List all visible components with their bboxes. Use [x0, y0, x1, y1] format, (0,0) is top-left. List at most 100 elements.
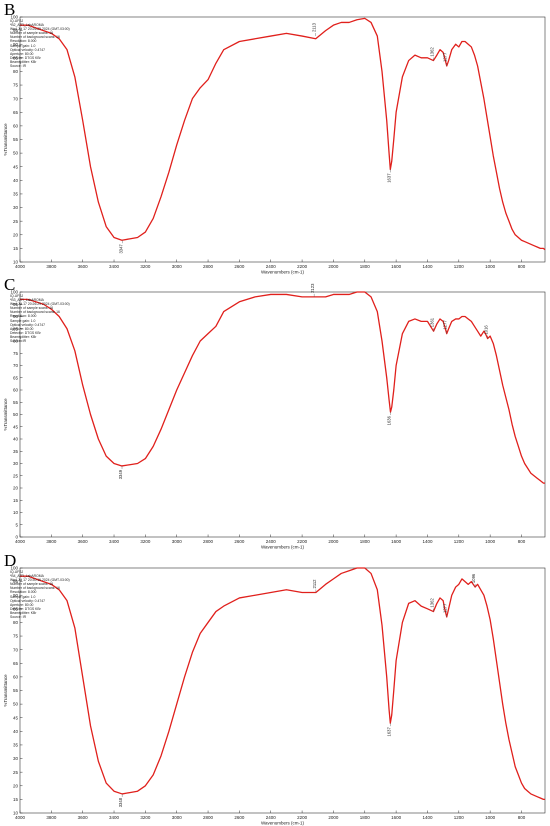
- x-tick-label: 3200: [140, 539, 151, 544]
- peak-label: 1361: [430, 317, 435, 327]
- y-tick-label: 100: [10, 15, 18, 20]
- x-tick-label: 2400: [266, 539, 277, 544]
- meta-line: Resolution: 8.000: [10, 39, 37, 44]
- meta-line: Number of background scans: 16: [10, 35, 60, 40]
- peak-label: 1636: [386, 415, 391, 425]
- peak-label: 1277: [443, 320, 448, 330]
- y-tick-label: 55: [13, 688, 19, 693]
- x-tick-label: 2800: [203, 264, 214, 269]
- meta-line: Number of background scans: 16: [10, 586, 60, 591]
- y-axis-label: %Transmittance: [3, 674, 8, 707]
- y-tick-label: 75: [13, 351, 19, 356]
- x-tick-label: 1600: [391, 264, 402, 269]
- y-tick-label: 80: [13, 339, 19, 344]
- meta-line: Number of sample scans: 16: [10, 31, 54, 36]
- x-tick-label: 2000: [328, 815, 339, 820]
- y-tick-label: 45: [13, 424, 19, 429]
- x-tick-label: 1800: [360, 539, 371, 544]
- meta-line: Beamsplitter: KBr: [10, 59, 37, 64]
- y-tick-label: 35: [13, 192, 19, 197]
- x-tick-label: 1800: [360, 815, 371, 820]
- y-tick-label: 10: [13, 510, 19, 515]
- y-tick-label: 90: [13, 593, 19, 598]
- y-tick-label: 90: [13, 314, 19, 319]
- instrument-info-d: IQ-UFSJ *B4_ATR_LabAROMA Wed Jul 17 20:30:…: [10, 570, 70, 619]
- y-tick-label: 15: [13, 797, 19, 802]
- ftir-chart-b: 10 15 20 25 30 35 40 45 50 55 60 65 70 75 80 85 90 95 100 4…: [3, 15, 546, 275]
- x-tick-label: 2200: [297, 815, 308, 820]
- x-tick-label: 2000: [328, 539, 339, 544]
- peak-label: 3348: [118, 797, 123, 807]
- meta-line: IQ-UFSJ: [10, 570, 24, 574]
- instrument-info-b: IQ-UFSJ *B2_ATR_LabAROMA Wed Jul 17 20:26:…: [10, 19, 70, 68]
- panel-label-d: D: [4, 551, 17, 570]
- x-axis-label: Wavenumbers (cm-1): [261, 270, 305, 275]
- peak-label: 1277: [443, 603, 448, 613]
- y-tick-label: 95: [13, 302, 19, 307]
- y-tick-label: 10: [13, 811, 19, 816]
- meta-line: *B2_ATR_LabAROMA: [10, 23, 44, 28]
- meta-line: Wed Jul 17 20:26:29 2024 (GMT-03:00): [10, 302, 70, 307]
- x-tick-label: 2000: [328, 264, 339, 269]
- y-tick-label: 95: [13, 28, 19, 33]
- meta-line: Optical velocity: 0.4747: [10, 598, 46, 603]
- y-tick-label: 50: [13, 702, 19, 707]
- x-tick-label: 1200: [454, 264, 465, 269]
- y-tick-label: 40: [13, 729, 19, 734]
- x-tick-label: 1400: [422, 815, 433, 820]
- peak-label: 1016: [484, 325, 489, 335]
- meta-line: Optical velocity: 0.4747: [10, 322, 46, 327]
- meta-line: Number of sample scans: 16: [10, 306, 54, 311]
- y-tick-label: 55: [13, 400, 19, 405]
- y-tick-label: 100: [10, 566, 18, 571]
- peak-label: 3349: [118, 469, 123, 479]
- y-axis-label: %Transmittance: [3, 123, 8, 156]
- spectrum-panel-b: 10 15 20 25 30 35 40 45 50 55 60 65 70 75 80 85 90 95 100 4…: [0, 0, 550, 275]
- y-tick-label: 15: [13, 498, 19, 503]
- peak-label: 2112: [312, 579, 317, 589]
- x-tick-label: 4000: [15, 539, 26, 544]
- y-tick-label: 65: [13, 110, 19, 115]
- y-tick-label: 70: [13, 96, 19, 101]
- spectrum-line: [20, 17, 546, 251]
- x-tick-label: 2600: [234, 264, 245, 269]
- x-tick-label: 1200: [454, 539, 465, 544]
- x-tick-label: 2800: [203, 815, 214, 820]
- y-tick-label: 45: [13, 164, 19, 169]
- y-tick-label: 80: [13, 69, 19, 74]
- meta-line: Wed Jul 17 20:30:16 2024 (GMT-03:00): [10, 578, 70, 583]
- x-tick-label: 4000: [15, 264, 26, 269]
- spectrum-line: [20, 291, 545, 484]
- y-tick-label: 50: [13, 412, 19, 417]
- x-tick-label: 1600: [391, 539, 402, 544]
- meta-line: Source: IR: [10, 339, 27, 344]
- x-tick-label: 2200: [297, 539, 308, 544]
- peak-label: 1637: [386, 173, 391, 183]
- peak-label: 1096: [471, 573, 476, 583]
- y-tick-label: 20: [13, 232, 19, 237]
- x-tick-label: 3800: [46, 264, 57, 269]
- x-tick-label: 2600: [234, 539, 245, 544]
- y-tick-label: 20: [13, 486, 19, 491]
- x-tick-label: 4000: [15, 815, 26, 820]
- meta-line: Number of background scans: 16: [10, 310, 60, 315]
- meta-line: Source: IR: [10, 615, 27, 620]
- meta-line: Detector: DTGS KBr: [10, 330, 41, 335]
- y-tick-label: 70: [13, 363, 19, 368]
- y-tick-label: 25: [13, 473, 19, 478]
- y-tick-label: 85: [13, 55, 19, 60]
- x-tick-label: 3800: [46, 815, 57, 820]
- y-tick-label: 60: [13, 674, 19, 679]
- y-tick-label: 35: [13, 743, 19, 748]
- x-tick-label: 1800: [360, 264, 371, 269]
- x-tick-label: 2600: [234, 815, 245, 820]
- x-tick-label: 2400: [266, 264, 277, 269]
- y-tick-label: 85: [13, 606, 19, 611]
- meta-line: Wed Jul 17 20:26:29 2024 (GMT-03:00): [10, 27, 70, 32]
- y-tick-label: 60: [13, 388, 19, 393]
- y-tick-label: 85: [13, 326, 19, 331]
- meta-line: Detector: DTGS KBr: [10, 606, 41, 611]
- peak-label: 1277: [443, 52, 448, 62]
- y-tick-label: 25: [13, 219, 19, 224]
- y-tick-label: 30: [13, 461, 19, 466]
